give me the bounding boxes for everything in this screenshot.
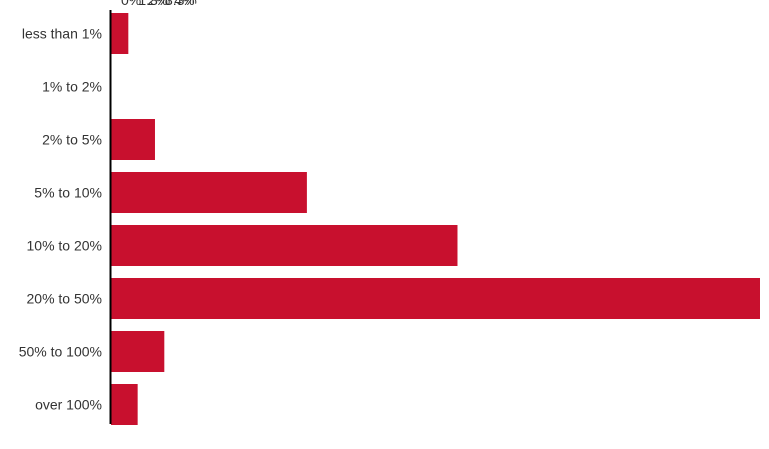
category-label: 5% to 10% (34, 185, 102, 201)
category-label: 10% to 20% (27, 238, 103, 254)
bar-2 (111, 119, 155, 160)
bar-0 (111, 13, 129, 54)
value-label: 48.7% (416, 0, 456, 8)
value-label: 14.7% (189, 0, 229, 8)
bar-7 (111, 384, 138, 425)
value-label: 4% (174, 0, 194, 8)
value-label: 26.0% (264, 0, 304, 8)
category-label: 50% to 100% (19, 344, 102, 360)
category-label: over 100% (35, 397, 102, 413)
bar-4 (111, 225, 458, 266)
value-label: 0% (121, 0, 141, 8)
labels-layer: less than 1% 1.3% 1% to 2% 0% 2% to 5% 3.3% 5%… (19, 0, 456, 413)
value-label: 1.3% (138, 0, 170, 8)
bars-layer (111, 13, 760, 425)
category-label: less than 1% (22, 26, 102, 42)
bar-5 (111, 278, 760, 319)
category-label: 1% to 2% (42, 79, 102, 95)
bar-6 (111, 331, 165, 372)
bar-3 (111, 172, 307, 213)
category-label: 2% to 5% (42, 132, 102, 148)
value-label: 3.3% (165, 0, 197, 8)
value-label: 2% (148, 0, 168, 8)
category-label: 20% to 50% (27, 291, 103, 307)
